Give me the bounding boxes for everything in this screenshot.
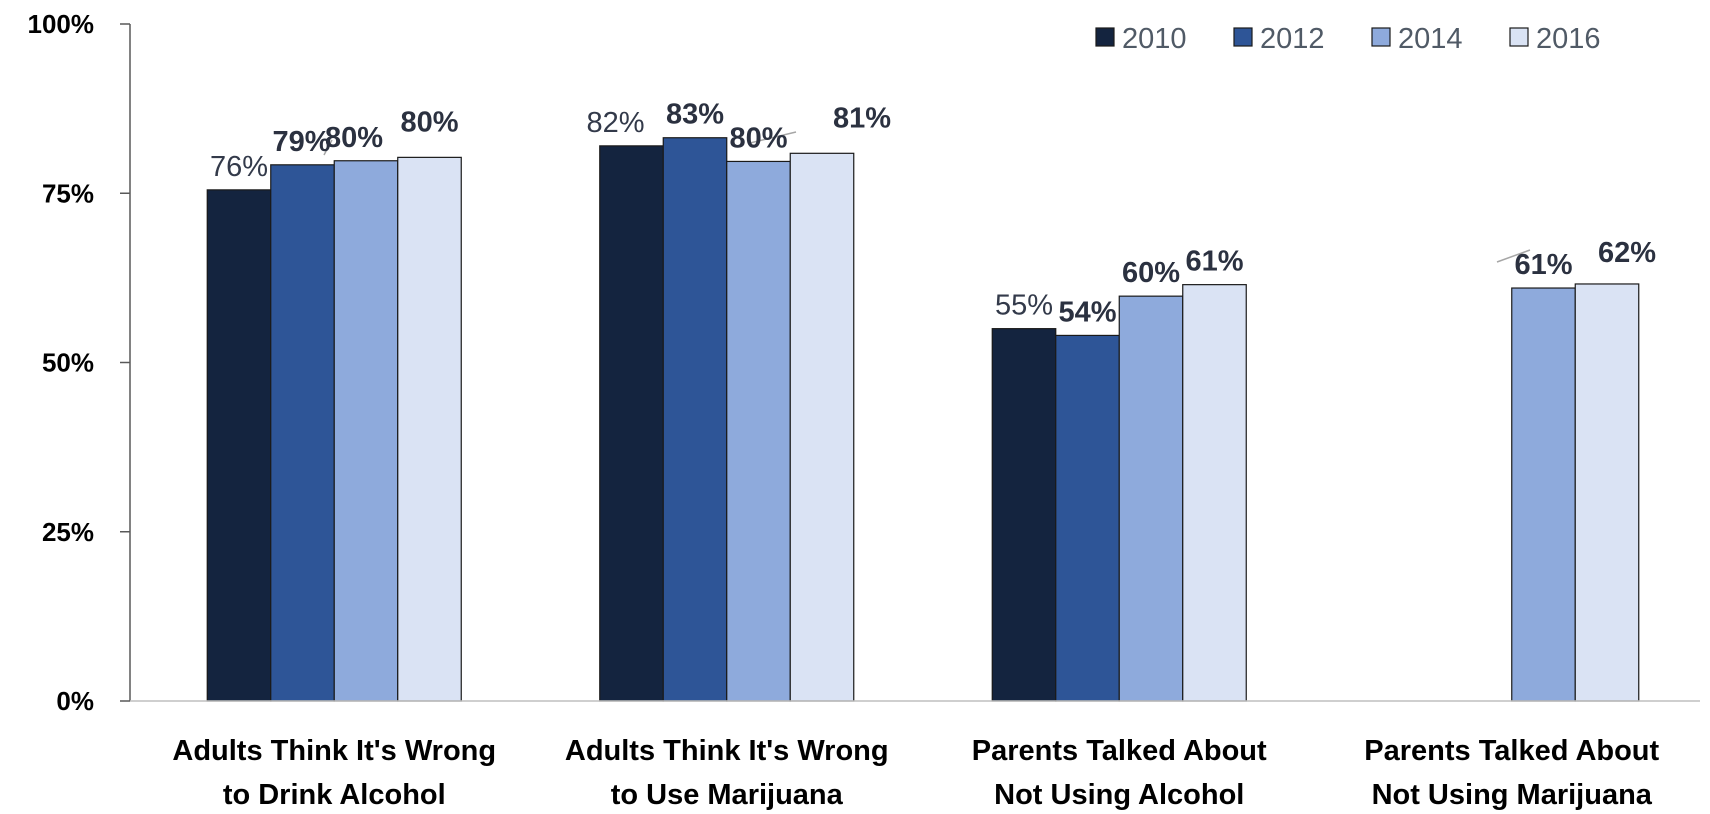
x-category-label: Parents Talked About Not Using Alcohol xyxy=(972,735,1267,811)
legend-label-2016: 2016 xyxy=(1536,23,1601,55)
x-axis: Adults Think It's Wrong to Drink AlcoholA… xyxy=(130,700,1700,811)
x-category-label-line: to Drink Alcohol xyxy=(223,779,446,811)
data-labels: 76%79%80% 80% 82% 83%80%81%55% 54%60% 61% 61% 6… xyxy=(210,99,1656,329)
legend-swatch-2012 xyxy=(1233,27,1253,47)
legend-swatch-2016 xyxy=(1509,27,1529,47)
y-axis: 0% 25% 50% 75% 100% xyxy=(28,9,131,716)
bar-2010 xyxy=(206,189,272,702)
y-tick-label: 100% xyxy=(28,9,95,39)
x-category-label-line: Not Using Alcohol xyxy=(994,779,1244,811)
leader-line xyxy=(323,139,333,156)
x-category-label: Adults Think It's Wrong to Drink Alcohol xyxy=(172,735,496,811)
x-category-label-line: Parents Talked About xyxy=(972,735,1267,767)
data-label-2010: 76% xyxy=(210,151,268,183)
data-label-2014: 80% xyxy=(325,122,383,154)
data-label-2016: 80% xyxy=(400,106,458,138)
x-category-label: Adults Think It's Wrong to Use Marijuana xyxy=(565,735,889,811)
legend-label-2014: 2014 xyxy=(1398,23,1463,55)
data-label-2014: 61% xyxy=(1514,249,1572,281)
y-tick-label: 50% xyxy=(42,348,94,378)
bar-2014 xyxy=(726,160,791,702)
legend-swatch-2014 xyxy=(1371,27,1391,47)
y-tick-label: 25% xyxy=(42,517,94,547)
bar-2012 xyxy=(662,137,728,702)
bar-2010 xyxy=(599,145,664,702)
leader-line xyxy=(749,131,797,144)
x-category-label-line: Adults Think It's Wrong xyxy=(172,735,496,767)
bar-2012 xyxy=(270,164,335,702)
bar-2010 xyxy=(991,328,1057,702)
x-category-label-line: Adults Think It's Wrong xyxy=(565,735,889,767)
x-category-label-line: Parents Talked About xyxy=(1364,735,1659,767)
data-label-2010: 82% xyxy=(586,107,644,139)
bar-2016 xyxy=(789,152,855,702)
bar-2014 xyxy=(333,160,399,702)
legend-label-2010: 2010 xyxy=(1122,23,1187,55)
bar-2014 xyxy=(1511,287,1576,702)
label-leader-lines xyxy=(323,131,1531,263)
data-label-2010: 55% xyxy=(995,290,1053,322)
data-label-2016: 62% xyxy=(1598,237,1656,269)
bar-2016 xyxy=(397,156,462,702)
bar-2014 xyxy=(1118,295,1184,702)
legend-swatch-2010 xyxy=(1095,27,1115,47)
data-label-2014: 80% xyxy=(729,122,787,154)
x-category-label: Parents Talked About Not Using Marijuana xyxy=(1364,735,1659,811)
y-tick-label: 0% xyxy=(56,686,94,716)
bars xyxy=(206,137,1640,702)
x-category-label-line: Not Using Marijuana xyxy=(1372,779,1653,811)
data-label-2016: 61% xyxy=(1185,246,1243,278)
bar-2012 xyxy=(1055,334,1120,702)
bar-2016 xyxy=(1182,284,1247,702)
data-label-2014: 60% xyxy=(1122,257,1180,289)
legend-label-2012: 2012 xyxy=(1260,23,1325,55)
data-label-2016: 81% xyxy=(833,102,891,134)
data-label-2012: 54% xyxy=(1058,296,1116,328)
data-label-2012: 83% xyxy=(666,99,724,131)
leader-line xyxy=(1496,249,1531,263)
data-label-2012: 79% xyxy=(272,126,330,158)
legend: 2010 2012 2014 2016 xyxy=(1095,23,1601,55)
x-category-label-line: to Use Marijuana xyxy=(611,779,844,811)
y-tick-label: 75% xyxy=(42,178,94,208)
bar-2016 xyxy=(1574,283,1640,702)
